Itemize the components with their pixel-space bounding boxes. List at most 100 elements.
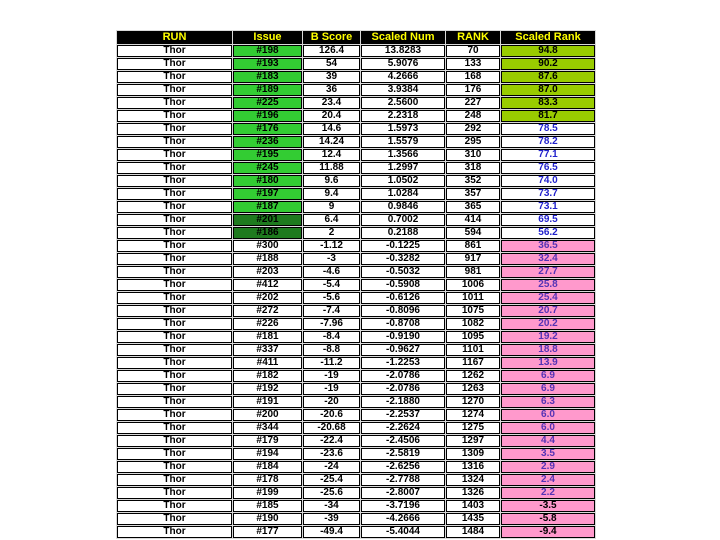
cell-rank: 1082 [446,318,500,330]
cell-b-score: 14.6 [303,123,360,135]
cell-scaled-num: 2.2318 [361,110,445,122]
cell-issue: #179 [233,435,302,447]
cell-b-score: -25.6 [303,487,360,499]
cell-scaled-num: -0.5032 [361,266,445,278]
cell-rank: 1326 [446,487,500,499]
cell-run: Thor [117,201,232,213]
cell-rank: 310 [446,149,500,161]
cell-scaled-rank: 20.2 [501,318,595,330]
cell-rank: 1484 [446,526,500,538]
cell-issue: #184 [233,461,302,473]
cell-b-score: 9.6 [303,175,360,187]
cell-rank: 318 [446,162,500,174]
cell-scaled-rank: 18.8 [501,344,595,356]
cell-run: Thor [117,97,232,109]
cell-scaled-num: -0.9627 [361,344,445,356]
cell-scaled-rank: -9.4 [501,526,595,538]
cell-issue: #198 [233,45,302,57]
cell-issue: #202 [233,292,302,304]
cell-scaled-num: 1.0502 [361,175,445,187]
cell-run: Thor [117,253,232,265]
table-row: Thor #176 14.6 1.5973 292 78.5 [117,123,595,135]
table-row: Thor #245 11.88 1.2997 318 76.5 [117,162,595,174]
cell-scaled-num: -0.3282 [361,253,445,265]
cell-scaled-rank: 3.5 [501,448,595,460]
cell-b-score: 126.4 [303,45,360,57]
cell-scaled-rank: 90.2 [501,58,595,70]
cell-rank: 861 [446,240,500,252]
table-row: Thor #200 -20.6 -2.2537 1274 6.0 [117,409,595,421]
cell-scaled-rank: 94.8 [501,45,595,57]
cell-scaled-num: 5.9076 [361,58,445,70]
cell-b-score: -20.68 [303,422,360,434]
cell-scaled-num: -0.8096 [361,305,445,317]
cell-run: Thor [117,149,232,161]
cell-scaled-num: 0.7002 [361,214,445,226]
cell-b-score: -19 [303,370,360,382]
cell-run: Thor [117,448,232,460]
cell-scaled-num: 0.9846 [361,201,445,213]
cell-scaled-rank: 6.9 [501,370,595,382]
cell-b-score: -8.4 [303,331,360,343]
cell-scaled-rank: 69.5 [501,214,595,226]
cell-run: Thor [117,487,232,499]
cell-run: Thor [117,500,232,512]
cell-scaled-rank: 6.0 [501,422,595,434]
cell-issue: #186 [233,227,302,239]
cell-b-score: -11.2 [303,357,360,369]
cell-scaled-rank: 32.4 [501,253,595,265]
cell-scaled-rank: 27.7 [501,266,595,278]
cell-run: Thor [117,123,232,135]
cell-scaled-num: -0.1225 [361,240,445,252]
cell-b-score: -7.96 [303,318,360,330]
cell-rank: 1324 [446,474,500,486]
cell-scaled-num: -2.6256 [361,461,445,473]
cell-scaled-rank: 4.4 [501,435,595,447]
table-row: Thor #195 12.4 1.3566 310 77.1 [117,149,595,161]
table-row: Thor #199 -25.6 -2.8007 1326 2.2 [117,487,595,499]
cell-b-score: -5.6 [303,292,360,304]
cell-rank: 227 [446,97,500,109]
cell-b-score: 54 [303,58,360,70]
cell-issue: #181 [233,331,302,343]
cell-rank: 917 [446,253,500,265]
cell-scaled-rank: 83.3 [501,97,595,109]
cell-run: Thor [117,318,232,330]
cell-scaled-num: -0.5908 [361,279,445,291]
cell-scaled-num: -4.2666 [361,513,445,525]
cell-issue: #300 [233,240,302,252]
cell-issue: #337 [233,344,302,356]
cell-scaled-rank: 87.0 [501,84,595,96]
cell-scaled-rank: 56.2 [501,227,595,239]
cell-issue: #183 [233,71,302,83]
table-row: Thor #187 9 0.9846 365 73.1 [117,201,595,213]
cell-scaled-rank: 6.3 [501,396,595,408]
cell-issue: #245 [233,162,302,174]
table-row: Thor #186 2 0.2188 594 56.2 [117,227,595,239]
cell-b-score: -8.8 [303,344,360,356]
cell-issue: #225 [233,97,302,109]
cell-rank: 70 [446,45,500,57]
table-row: Thor #182 -19 -2.0786 1262 6.9 [117,370,595,382]
cell-b-score: -3 [303,253,360,265]
cell-rank: 1274 [446,409,500,421]
cell-scaled-num: 3.9384 [361,84,445,96]
cell-rank: 292 [446,123,500,135]
table-row: Thor #203 -4.6 -0.5032 981 27.7 [117,266,595,278]
cell-scaled-rank: 36.5 [501,240,595,252]
table-row: Thor #189 36 3.9384 176 87.0 [117,84,595,96]
cell-scaled-num: 13.8283 [361,45,445,57]
cell-run: Thor [117,370,232,382]
cell-run: Thor [117,422,232,434]
cell-scaled-num: -2.0786 [361,370,445,382]
cell-run: Thor [117,292,232,304]
cell-rank: 295 [446,136,500,148]
cell-issue: #190 [233,513,302,525]
cell-run: Thor [117,526,232,538]
cell-run: Thor [117,396,232,408]
table-row: Thor #191 -20 -2.1880 1270 6.3 [117,396,595,408]
table-row: Thor #194 -23.6 -2.5819 1309 3.5 [117,448,595,460]
table-row: Thor #179 -22.4 -2.4506 1297 4.4 [117,435,595,447]
table-row: Thor #184 -24 -2.6256 1316 2.9 [117,461,595,473]
cell-b-score: -4.6 [303,266,360,278]
